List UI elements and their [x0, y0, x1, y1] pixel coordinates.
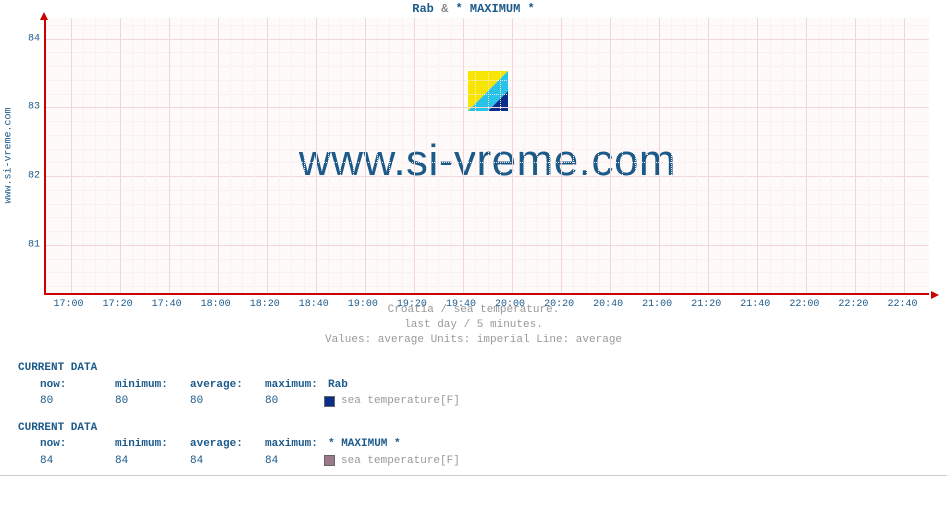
- caption-line-3: Values: average Units: imperial Line: av…: [0, 333, 947, 348]
- chart-title-location: Rab: [412, 2, 434, 16]
- y-tick-label: 82: [18, 171, 40, 182]
- plot-area: www.si-vreme.com: [44, 18, 929, 295]
- header-average: average:: [168, 436, 243, 453]
- y-axis-arrow-icon: [40, 12, 48, 20]
- data-value-row: 84 84 84 84 sea temperature[F]: [18, 453, 947, 470]
- current-data-block: CURRENT DATA now: minimum: average: maxi…: [18, 360, 947, 410]
- current-data-heading: CURRENT DATA: [18, 420, 947, 437]
- y-tick-label: 84: [18, 33, 40, 44]
- data-header-row: now: minimum: average: maximum: * MAXIMU…: [18, 436, 947, 453]
- y-tick-label: 83: [18, 102, 40, 113]
- caption-line-1: Croatia / sea temperature.: [0, 303, 947, 318]
- value-now: 84: [18, 453, 93, 470]
- caption-line-2: last day / 5 minutes.: [0, 318, 947, 333]
- x-axis-arrow-icon: [931, 291, 939, 299]
- series-swatch-icon: [324, 396, 335, 407]
- y-axis-outer-label: www.si-vreme.com: [2, 0, 16, 310]
- value-maximum: 84: [243, 453, 318, 470]
- series-name: Rab: [318, 377, 348, 394]
- legend-label: sea temperature[F]: [341, 453, 460, 470]
- header-average: average:: [168, 377, 243, 394]
- header-maximum: maximum:: [243, 377, 318, 394]
- chart-container: www.si-vreme.com Rab & * MAXIMUM * www.s…: [0, 0, 947, 350]
- chart-title-maximum: * MAXIMUM *: [456, 2, 535, 16]
- header-minimum: minimum:: [93, 377, 168, 394]
- value-minimum: 84: [93, 453, 168, 470]
- data-value-row: 80 80 80 80 sea temperature[F]: [18, 393, 947, 410]
- header-now: now:: [18, 377, 93, 394]
- value-now: 80: [18, 393, 93, 410]
- current-data-block: CURRENT DATA now: minimum: average: maxi…: [18, 420, 947, 470]
- header-maximum: maximum:: [243, 436, 318, 453]
- chart-title-ampersand: &: [441, 2, 448, 16]
- data-header-row: now: minimum: average: maximum: Rab: [18, 377, 947, 394]
- chart-caption: Croatia / sea temperature. last day / 5 …: [0, 303, 947, 348]
- y-tick-label: 81: [18, 239, 40, 250]
- header-now: now:: [18, 436, 93, 453]
- value-maximum: 80: [243, 393, 318, 410]
- series-swatch-icon: [324, 455, 335, 466]
- value-average: 84: [168, 453, 243, 470]
- footer-divider: [0, 475, 947, 476]
- chart-title: Rab & * MAXIMUM *: [0, 2, 947, 16]
- header-minimum: minimum:: [93, 436, 168, 453]
- y-axis-outer-label-text: www.si-vreme.com: [4, 107, 15, 203]
- series-name: * MAXIMUM *: [318, 436, 401, 453]
- value-minimum: 80: [93, 393, 168, 410]
- value-average: 80: [168, 393, 243, 410]
- legend-label: sea temperature[F]: [341, 393, 460, 410]
- current-data-heading: CURRENT DATA: [18, 360, 947, 377]
